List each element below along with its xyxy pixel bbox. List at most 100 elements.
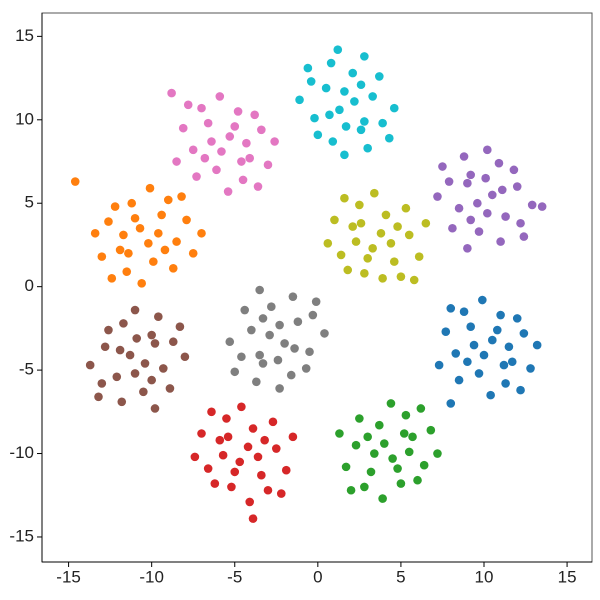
scatter-point	[288, 292, 298, 301]
x-tick-label: -10	[139, 567, 164, 586]
scatter-point	[275, 320, 284, 330]
scatter-point	[70, 177, 80, 186]
scatter-point	[366, 467, 376, 477]
scatter-point	[370, 449, 379, 458]
scatter-point	[271, 444, 281, 453]
scatter-point	[192, 172, 201, 181]
scatter-point	[97, 252, 107, 261]
scatter-point	[399, 429, 409, 438]
scatter-point	[454, 375, 464, 385]
scatter-point	[401, 203, 411, 213]
plot-frame	[41, 12, 593, 563]
scatter-point	[356, 125, 366, 135]
scatter-point	[446, 399, 456, 408]
scatter-point	[258, 314, 268, 323]
scatter-point	[180, 352, 190, 362]
scatter-point	[516, 218, 525, 228]
scatter-point	[145, 183, 155, 193]
scatter-point	[474, 369, 484, 378]
scatter-point	[267, 302, 276, 311]
scatter-point	[257, 125, 266, 135]
scatter-point	[139, 387, 148, 397]
scatter-point	[375, 72, 384, 81]
scatter-point	[257, 470, 266, 480]
scatter-point	[130, 369, 140, 378]
scatter-point	[160, 245, 170, 255]
scatter-point	[122, 267, 132, 276]
scatter-point	[115, 245, 125, 255]
scatter-point	[494, 158, 504, 168]
scatter-point	[463, 357, 472, 367]
scatter-point	[107, 274, 117, 283]
scatter-point	[290, 344, 299, 353]
scatter-point	[132, 334, 142, 343]
scatter-point	[190, 452, 200, 462]
scatter-point	[97, 379, 107, 388]
scatter-point	[444, 177, 454, 186]
scatter-point	[389, 257, 399, 266]
scatter-point	[378, 494, 387, 503]
scatter-point	[245, 153, 255, 163]
scatter-point	[250, 110, 259, 120]
scatter-point	[486, 390, 495, 400]
scatter-point	[330, 215, 339, 225]
scatter-point	[459, 152, 469, 161]
scatter-point	[376, 228, 386, 238]
scatter-point	[222, 414, 231, 423]
scatter-point	[223, 187, 233, 196]
scatter-point	[483, 208, 492, 218]
scatter-point	[526, 364, 535, 373]
scatter-point	[263, 485, 273, 495]
y-tick-label: 15	[15, 26, 34, 45]
scatter-point	[182, 215, 191, 225]
scatter-point	[360, 269, 369, 278]
scatter-point	[325, 110, 334, 120]
scatter-point	[265, 330, 274, 340]
scatter-point	[85, 360, 95, 370]
scatter-point	[320, 329, 329, 338]
scatter-point	[396, 479, 406, 488]
scatter-point	[150, 404, 160, 413]
scatter-point	[252, 377, 261, 387]
scatter-point	[363, 143, 372, 153]
scatter-point	[237, 402, 246, 412]
scatter-point	[260, 435, 269, 445]
scatter-point	[147, 375, 156, 385]
scatter-point	[275, 384, 284, 393]
scatter-point	[135, 223, 145, 233]
x-tick-label: 15	[558, 567, 577, 586]
scatter-point	[388, 454, 397, 463]
scatter-point	[321, 83, 331, 93]
scatter-point	[351, 440, 361, 450]
scatter-point	[323, 238, 333, 248]
scatter-point	[197, 429, 206, 438]
scatter-point	[351, 237, 361, 246]
scatter-point	[308, 310, 318, 320]
scatter-point	[340, 150, 349, 160]
scatter-point	[286, 370, 296, 380]
scatter-point	[119, 319, 128, 328]
scatter-point	[384, 133, 394, 143]
x-tick-label: -5	[227, 567, 242, 586]
scatter-point	[310, 113, 319, 123]
scatter-point	[501, 212, 510, 221]
scatter-point	[311, 297, 321, 306]
scatter-point	[356, 218, 366, 228]
scatter-point	[340, 87, 349, 96]
scatter-point	[469, 340, 479, 350]
scatter-point	[230, 122, 240, 131]
scatter-point	[413, 475, 422, 485]
scatter-point	[496, 237, 505, 246]
scatter-point	[147, 330, 156, 340]
scatter-point	[200, 153, 210, 163]
scatter-point	[242, 138, 251, 148]
scatter-point	[433, 449, 442, 458]
scatter-point	[240, 305, 250, 315]
scatter-point	[512, 314, 522, 323]
scatter-point	[446, 304, 456, 313]
scatter-point	[519, 329, 529, 338]
scatter-point	[368, 92, 377, 101]
scatter-point	[270, 137, 279, 146]
scatter-point	[378, 274, 387, 283]
scatter-point	[217, 147, 226, 156]
